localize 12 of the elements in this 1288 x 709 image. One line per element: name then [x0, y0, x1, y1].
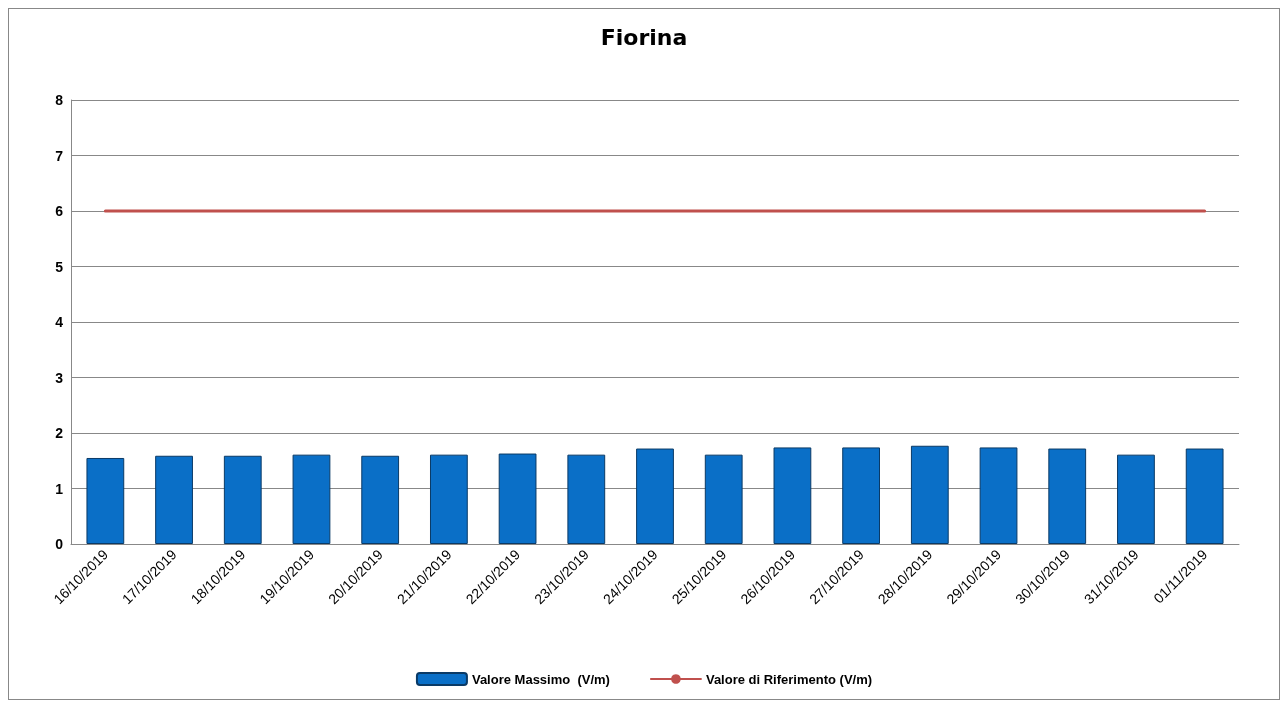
y-tick-label: 4: [55, 314, 64, 330]
y-tick-label: 5: [55, 258, 64, 275]
y-tick-label: 7: [55, 147, 64, 164]
legend-label: Valore Massimo (V/m): [471, 671, 610, 687]
chart-title: Fiorina: [600, 24, 688, 50]
y-tick-label: 8: [55, 92, 64, 108]
y-tick-label: 0: [55, 536, 64, 552]
y-tick-label: 6: [55, 203, 64, 219]
y-tick-label: 3: [55, 369, 64, 386]
y-tick-label: 1: [55, 480, 64, 497]
legend-label: Valore di Riferimento (V/m): [705, 671, 873, 687]
y-tick-label: 2: [55, 425, 64, 441]
